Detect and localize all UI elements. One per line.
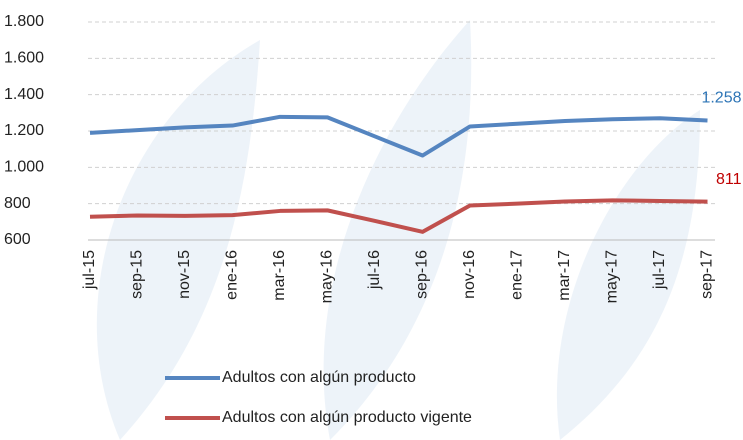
chart: 600 800 1.000 1.200 1.400 1.600 1.800 jul-15 sep… xyxy=(0,0,743,440)
x-tick-label: mar-17 xyxy=(556,250,573,301)
legend-label: Adultos con algún producto xyxy=(222,369,416,386)
x-tick-label: mar-16 xyxy=(271,250,288,301)
page: {"chart_data": {"type": "line", "categor… xyxy=(0,0,743,440)
x-tick-label: may-17 xyxy=(604,250,621,303)
value-label: 811 xyxy=(716,171,742,188)
x-tick-label: jul-17 xyxy=(651,250,668,290)
x-tick-label: sep-16 xyxy=(414,250,431,299)
x-tick-label: ene-17 xyxy=(509,250,526,300)
y-tick-label: 1.800 xyxy=(4,13,44,30)
value-label: 1.258 xyxy=(701,90,741,107)
y-tick-label: 600 xyxy=(4,231,31,248)
x-tick-label: sep-17 xyxy=(699,250,716,299)
x-tick-label: sep-15 xyxy=(129,250,146,299)
y-tick-label: 1.000 xyxy=(4,159,44,176)
y-tick-label: 1.400 xyxy=(4,86,44,103)
y-tick-label: 1.600 xyxy=(4,50,44,67)
x-tick-label: may-16 xyxy=(319,250,336,303)
x-tick-label: ene-16 xyxy=(224,250,241,300)
y-tick-label: 800 xyxy=(4,195,31,212)
x-tick-label: nov-15 xyxy=(176,250,193,299)
x-tick-label: jul-15 xyxy=(81,250,98,290)
y-tick-label: 1.200 xyxy=(4,122,44,139)
x-tick-label: jul-16 xyxy=(366,250,383,290)
legend-label: Adultos con algún producto vigente xyxy=(222,409,472,426)
x-tick-label: nov-16 xyxy=(461,250,478,299)
